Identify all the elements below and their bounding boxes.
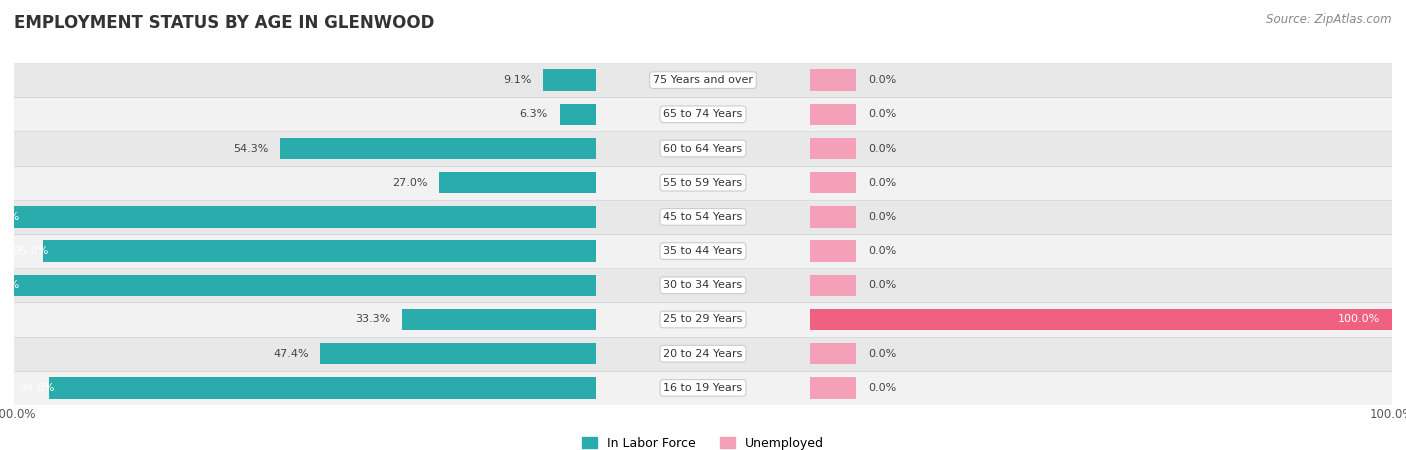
Bar — [810, 377, 856, 399]
Bar — [560, 104, 596, 125]
Text: 25 to 29 Years: 25 to 29 Years — [664, 315, 742, 324]
Bar — [49, 377, 596, 399]
Bar — [14, 63, 596, 97]
Text: 0.0%: 0.0% — [868, 212, 896, 222]
Bar — [596, 337, 810, 371]
Bar — [810, 104, 856, 125]
Bar — [596, 131, 810, 166]
Bar — [14, 268, 596, 302]
Bar — [810, 138, 856, 159]
Text: 95.0%: 95.0% — [14, 246, 49, 256]
Bar — [596, 302, 810, 337]
Text: 65 to 74 Years: 65 to 74 Years — [664, 109, 742, 119]
Text: 0.0%: 0.0% — [868, 246, 896, 256]
Bar — [810, 69, 856, 91]
Text: 100.0%: 100.0% — [0, 280, 20, 290]
Text: 33.3%: 33.3% — [356, 315, 391, 324]
Bar — [14, 371, 596, 405]
Bar — [14, 302, 596, 337]
Bar — [810, 172, 856, 194]
Bar — [596, 166, 810, 200]
Text: 54.3%: 54.3% — [233, 144, 269, 153]
Bar — [321, 343, 596, 364]
Bar — [14, 206, 596, 228]
Text: 0.0%: 0.0% — [868, 109, 896, 119]
Text: 75 Years and over: 75 Years and over — [652, 75, 754, 85]
Text: 100.0%: 100.0% — [1339, 315, 1381, 324]
Bar — [14, 200, 596, 234]
Bar — [810, 166, 1392, 200]
Text: 0.0%: 0.0% — [868, 383, 896, 393]
Bar — [14, 97, 596, 131]
Bar — [810, 234, 1392, 268]
Text: 47.4%: 47.4% — [273, 349, 309, 359]
Bar — [810, 206, 856, 228]
Bar — [439, 172, 596, 194]
Bar — [14, 166, 596, 200]
Bar — [543, 69, 596, 91]
Bar — [14, 131, 596, 166]
Bar — [810, 274, 856, 296]
Text: 0.0%: 0.0% — [868, 75, 896, 85]
Bar — [14, 234, 596, 268]
Text: EMPLOYMENT STATUS BY AGE IN GLENWOOD: EMPLOYMENT STATUS BY AGE IN GLENWOOD — [14, 14, 434, 32]
Text: Source: ZipAtlas.com: Source: ZipAtlas.com — [1267, 14, 1392, 27]
Bar — [810, 371, 1392, 405]
Text: 20 to 24 Years: 20 to 24 Years — [664, 349, 742, 359]
Bar — [596, 268, 810, 302]
Bar — [810, 343, 856, 364]
Text: 0.0%: 0.0% — [868, 178, 896, 188]
Bar — [596, 234, 810, 268]
Text: 0.0%: 0.0% — [868, 280, 896, 290]
Text: 45 to 54 Years: 45 to 54 Years — [664, 212, 742, 222]
Bar — [810, 63, 1392, 97]
Text: 60 to 64 Years: 60 to 64 Years — [664, 144, 742, 153]
Bar — [596, 371, 810, 405]
Text: 30 to 34 Years: 30 to 34 Years — [664, 280, 742, 290]
Bar — [596, 97, 810, 131]
Text: 6.3%: 6.3% — [520, 109, 548, 119]
Bar — [596, 63, 810, 97]
Bar — [596, 200, 810, 234]
Text: 0.0%: 0.0% — [868, 349, 896, 359]
Text: 0.0%: 0.0% — [868, 144, 896, 153]
Legend: In Labor Force, Unemployed: In Labor Force, Unemployed — [576, 432, 830, 450]
Bar — [810, 268, 1392, 302]
Bar — [14, 337, 596, 371]
Text: 94.0%: 94.0% — [20, 383, 55, 393]
Text: 100.0%: 100.0% — [0, 212, 20, 222]
Bar — [810, 240, 856, 262]
Bar — [810, 309, 1392, 330]
Bar — [810, 200, 1392, 234]
Bar — [810, 302, 1392, 337]
Bar — [402, 309, 596, 330]
Bar — [810, 97, 1392, 131]
Bar — [14, 274, 596, 296]
Bar — [280, 138, 596, 159]
Text: 16 to 19 Years: 16 to 19 Years — [664, 383, 742, 393]
Text: 27.0%: 27.0% — [392, 178, 427, 188]
Bar — [810, 337, 1392, 371]
Text: 9.1%: 9.1% — [503, 75, 531, 85]
Text: 35 to 44 Years: 35 to 44 Years — [664, 246, 742, 256]
Bar — [810, 131, 1392, 166]
Text: 55 to 59 Years: 55 to 59 Years — [664, 178, 742, 188]
Bar — [44, 240, 596, 262]
